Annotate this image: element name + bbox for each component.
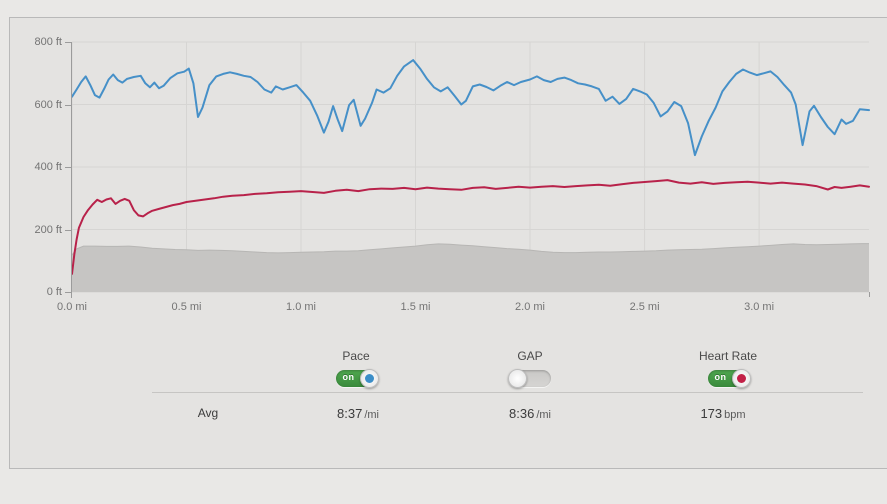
- x-tick-label: 2.0 mi: [515, 301, 546, 313]
- analysis-panel: 0 ft 200 ft 400 ft 600 ft 800 ft 0.0 mi 0.5 m…: [9, 17, 887, 469]
- avg-row-label: Avg: [197, 406, 219, 420]
- x-tick-label: 0.5 mi: [171, 301, 202, 313]
- gap-label: GAP: [517, 349, 543, 363]
- y-tick-mark: [65, 167, 71, 168]
- heart-rate-toggle-group: Heart Rate on: [668, 349, 788, 392]
- pace-label: Pace: [342, 349, 370, 363]
- gap-toggle-group: GAP: [470, 349, 590, 392]
- y-tick-label: 200 ft: [34, 223, 62, 236]
- x-tick-label: 1.0 mi: [286, 301, 316, 313]
- heart-rate-toggle-state: on: [714, 372, 727, 382]
- y-tick-mark: [65, 292, 71, 293]
- avg-pace-value: 8:37/mi: [337, 406, 379, 421]
- y-tick-mark: [65, 104, 71, 106]
- x-tick-label: 3.0 mi: [744, 301, 775, 313]
- x-tick-label: 0.0 mi: [57, 301, 87, 313]
- y-tick-label: 600 ft: [34, 98, 62, 111]
- gap-toggle-knob: [507, 369, 527, 388]
- y-tick-mark: [65, 42, 71, 43]
- avg-gap-value: 8:36/mi: [509, 406, 551, 421]
- y-tick-label: 800 ft: [34, 36, 62, 48]
- y-tick-label: 400 ft: [34, 161, 62, 173]
- pace-toggle-group: Pace on: [296, 349, 416, 392]
- pace-toggle[interactable]: on: [335, 369, 379, 388]
- summary-separator: [152, 392, 863, 393]
- pace-toggle-knob: [359, 369, 379, 388]
- heart-rate-toggle-knob: [731, 369, 751, 388]
- heart-rate-label: Heart Rate: [698, 349, 758, 363]
- y-axis-line: [71, 42, 72, 298]
- x-tick-label: 1.5 mi: [400, 301, 431, 313]
- x-tick-label: 2.5 mi: [629, 301, 660, 313]
- avg-heart-rate-value: 173 bpm: [700, 406, 746, 421]
- gap-toggle[interactable]: [507, 369, 551, 388]
- x-axis-end-tick: [869, 292, 870, 297]
- heart-rate-toggle[interactable]: on: [707, 369, 751, 388]
- elevation-pace-heartrate-chart[interactable]: [71, 41, 870, 293]
- y-tick-mark: [65, 229, 71, 231]
- pace-toggle-state: on: [342, 372, 355, 382]
- y-tick-label: 0 ft: [46, 286, 62, 298]
